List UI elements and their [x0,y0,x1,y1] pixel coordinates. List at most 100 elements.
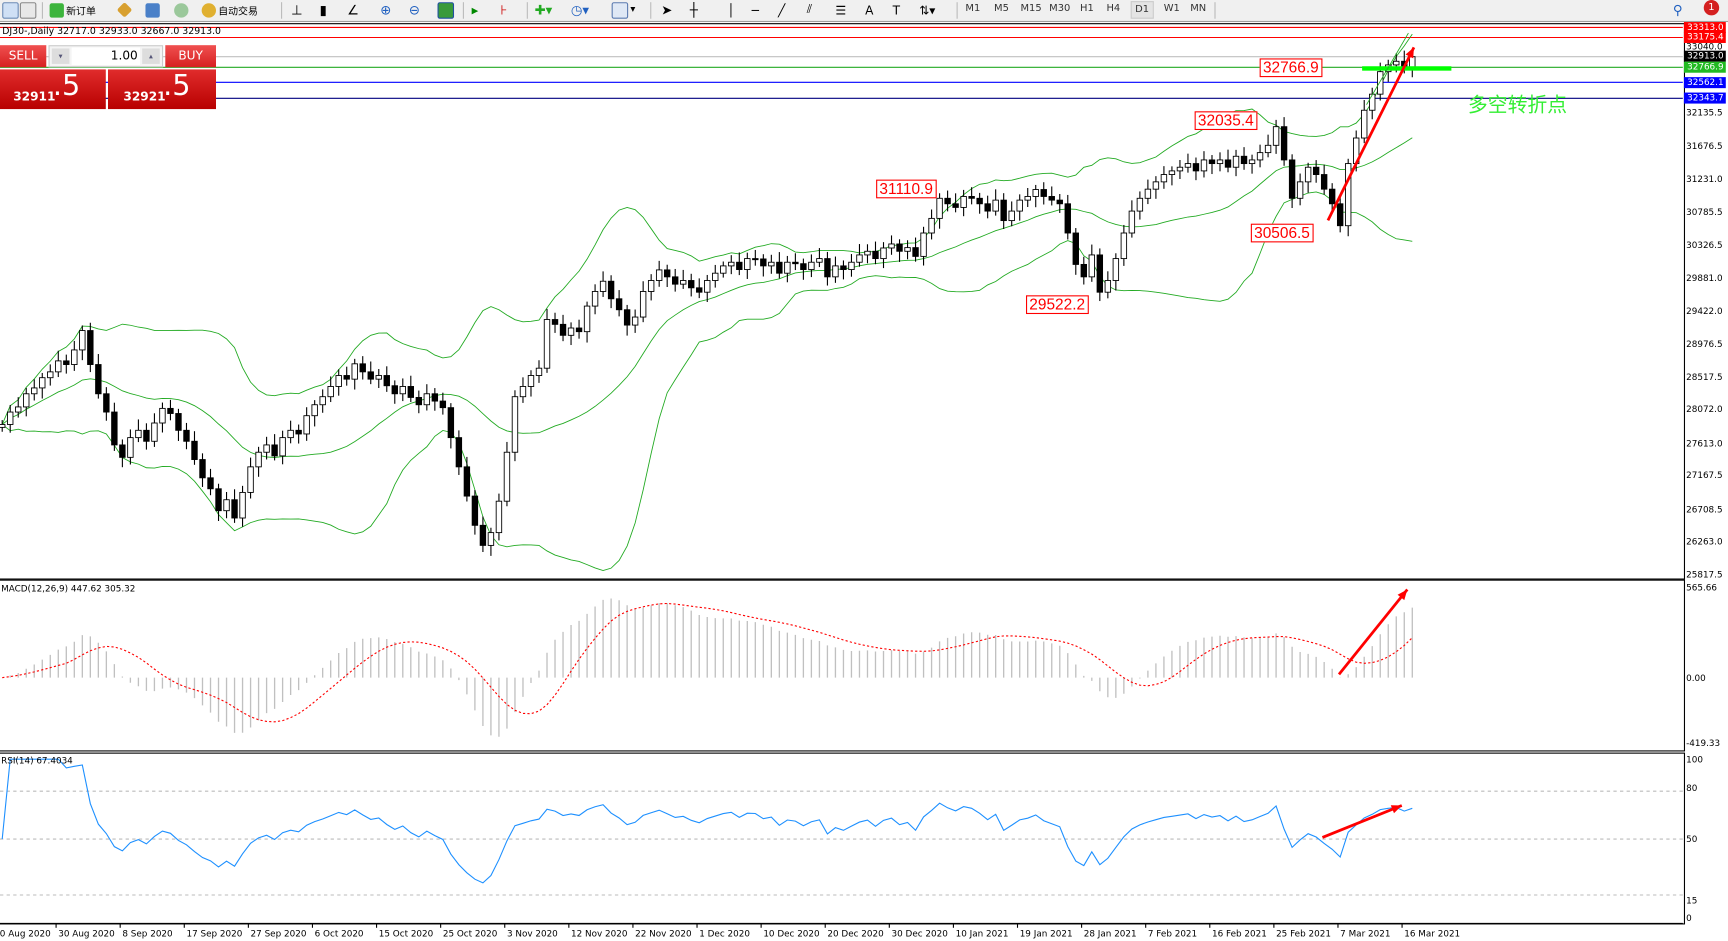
date-tick-label: 8 Sep 2020 [122,928,173,939]
macd-signal-line [2,602,1413,723]
crosshair-icon[interactable]: ┼ [689,2,698,18]
zoom-in-icon[interactable]: ⊕ [380,2,392,18]
macd-up-arrow-head [1397,589,1408,601]
buy-price[interactable]: 32921 .5 [107,69,216,110]
bullish-candle-body [1272,126,1280,146]
macd-pane[interactable] [0,579,1686,752]
horizontal-line-icon[interactable]: ─ [751,2,759,18]
timeframe-m30[interactable]: M30 [1049,3,1071,15]
timeframe-m1[interactable]: M1 [965,3,981,15]
candle [383,366,390,392]
bearish-candle-body [1064,203,1071,234]
price-annotation[interactable]: 32035.4 [1194,111,1257,131]
bullish-candle-body [1024,196,1031,201]
timeframe-mn[interactable]: MN [1190,3,1207,15]
candle [688,273,695,297]
bullish-candle-body [0,424,6,428]
candle [231,489,238,523]
candle [936,193,943,229]
bearish-candle-body [95,364,102,395]
price-annotation[interactable]: 29522.2 [1025,295,1089,315]
level-price-label: 32766.9 [1683,61,1726,73]
volume-input[interactable]: 1.00 [71,47,140,66]
bearish-candle-body [415,396,423,406]
bullish-candle-body [1304,166,1312,183]
bullish-candle-body [279,437,286,457]
auto-scroll-icon[interactable]: ▸ [471,2,479,18]
market-watch-icon[interactable] [19,1,37,19]
timeframe-w1[interactable]: W1 [1163,3,1180,15]
candle [191,431,198,465]
fibonacci-icon[interactable]: ☰ [835,2,847,18]
signals-icon[interactable] [174,2,189,18]
bearish-candle-body [776,261,783,274]
main-chart-pane[interactable] [0,23,1686,580]
indicators-icon[interactable]: ✚▾ [534,2,553,18]
tile-windows-icon[interactable] [437,1,455,19]
bullish-candle-body [71,349,78,365]
bullish-candle-body [399,386,406,395]
profiles-icon[interactable] [2,1,19,19]
date-tick-label: 12 Nov 2020 [571,928,628,939]
level-price-label: 33175.4 [1683,31,1726,44]
buy-button[interactable]: BUY [165,45,216,68]
price-annotation[interactable]: 31110.9 [876,179,937,199]
bullish-candle-body [864,250,871,256]
bearish-candle-body [1192,163,1200,172]
candle [215,483,222,522]
line-chart-icon[interactable]: ∠ [347,2,360,18]
bullish-candle-body [631,316,639,326]
terminal-icon[interactable] [145,2,160,18]
bullish-candle-body [1104,280,1112,293]
sell-price[interactable]: 32911 .5 [0,69,106,110]
sell-button[interactable]: SELL [0,45,47,68]
new-order-button[interactable]: 新订单 [49,2,96,18]
text-icon[interactable]: A [865,2,874,18]
volume-increase-icon[interactable]: ▴ [142,48,160,64]
price-tick-label: 28072.0 [1686,404,1723,415]
bullish-candle-body [1232,155,1240,168]
turning-point-note[interactable]: 多空转折点 [1467,93,1568,117]
date-tick-label: 19 Jan 2021 [1019,928,1073,939]
date-tick-label: 6 Oct 2020 [314,928,364,939]
candle [599,271,607,297]
candle [127,429,134,465]
price-annotation[interactable]: 30506.5 [1250,223,1314,243]
timeframe-h1[interactable]: H1 [1079,3,1094,15]
bullish-candle-body [287,429,294,439]
candle [111,402,118,451]
timeframe-m5[interactable]: M5 [994,3,1009,15]
candle [1152,176,1160,199]
arrows-icon[interactable]: ⇅▾ [919,2,936,18]
candle [840,260,847,280]
notifications-button[interactable]: 1 [1703,0,1720,16]
volume-decrease-icon[interactable]: ▾ [51,48,70,64]
rsi-up-arrow-head [1390,805,1402,814]
one-click-trading-panel: SELL ▾ 1.00 ▴ BUY 32911 .5 32921 .5 [0,45,217,110]
timeframe-d1[interactable]: D1 [1130,1,1154,19]
equidistant-channel-icon[interactable]: ⫽ [806,2,813,17]
bullish-candle-body [127,437,134,458]
candlestick-chart-icon[interactable]: ▮ [319,2,327,18]
bullish-candle-body [1200,159,1208,172]
periods-icon[interactable]: ◷▾ [570,2,590,18]
cursor-icon[interactable]: ➤ [661,2,673,18]
candle [720,261,727,278]
auto-trading-button[interactable]: 自动交易 [201,2,258,18]
bearish-candle-body [119,444,126,458]
volume-stepper[interactable]: ▾ 1.00 ▴ [48,45,164,68]
bearish-candle-body [1288,159,1296,199]
vertical-line-icon[interactable]: │ [727,2,735,18]
search-icon[interactable]: ⚲ [1672,2,1683,18]
zoom-out-icon[interactable]: ⊖ [408,2,420,18]
price-annotation[interactable]: 32766.9 [1259,58,1323,78]
macd-label: MACD(12,26,9) 447.62 305.32 [1,583,136,594]
bar-chart-icon[interactable]: ⊥ [290,2,303,18]
trendline-icon[interactable]: ╱ [778,2,786,18]
timeframe-m15[interactable]: M15 [1020,3,1042,15]
text-label-icon[interactable]: T [892,2,901,18]
bearish-candle-body [607,280,615,300]
templates-icon[interactable]: ▾ [611,1,635,19]
timeframe-h4[interactable]: H4 [1106,3,1121,15]
chart-shift-icon[interactable]: ⊦ [500,2,508,18]
